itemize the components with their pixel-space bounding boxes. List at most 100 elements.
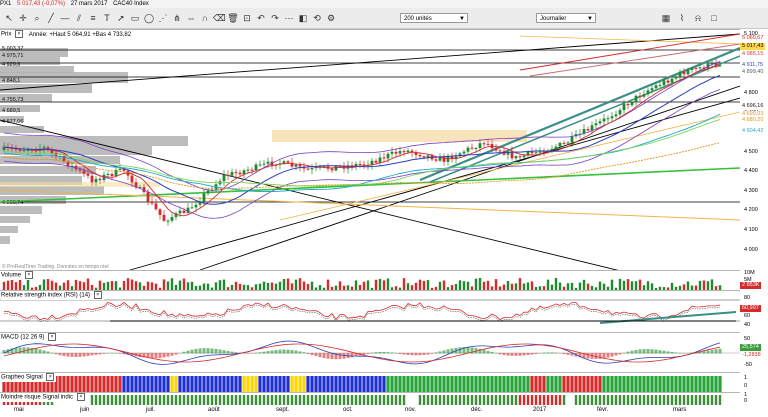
close-icon[interactable]: × bbox=[46, 373, 55, 381]
volume-bar bbox=[618, 278, 622, 291]
macd-chart bbox=[0, 340, 740, 365]
trendline-icon[interactable]: ╱ bbox=[48, 13, 54, 23]
redo-icon[interactable]: ↷ bbox=[271, 13, 279, 23]
volume-profile-bar bbox=[0, 66, 74, 73]
settings-icon[interactable]: ⚙ bbox=[326, 13, 336, 23]
undo-icon[interactable]: ↶ bbox=[257, 13, 265, 23]
trash-icon[interactable]: 🗑 bbox=[227, 13, 239, 23]
horizontal-line-icon[interactable]: — bbox=[60, 13, 70, 23]
macd-histogram-bar bbox=[46, 351, 50, 354]
macd-histogram-bar bbox=[150, 353, 154, 359]
grapheo-signal-bar bbox=[210, 376, 214, 392]
period-select[interactable]: 200 unités ▼ bbox=[400, 13, 468, 23]
volume-panel[interactable]: Volume × bbox=[0, 270, 740, 291]
volume-bar bbox=[290, 283, 294, 291]
ellipse-icon[interactable]: ◯ bbox=[143, 13, 155, 23]
volume-bar bbox=[698, 280, 702, 291]
candle-body bbox=[434, 159, 438, 161]
cursor-icon[interactable]: ↖ bbox=[5, 13, 13, 23]
candle-body bbox=[542, 151, 546, 153]
risk-signal-bar bbox=[130, 395, 134, 405]
rsi-tick: 80 bbox=[744, 295, 751, 301]
color-icon[interactable]: ◧ bbox=[298, 13, 308, 23]
candle-body bbox=[670, 78, 674, 83]
close-icon[interactable]: × bbox=[76, 393, 85, 401]
fibonacci-icon[interactable]: ≡ bbox=[90, 13, 96, 23]
volume-bar bbox=[642, 285, 646, 291]
grapheo-scale[interactable]: 1 0 bbox=[740, 372, 768, 392]
candle-body bbox=[70, 165, 74, 167]
macd-histogram-bar bbox=[130, 353, 134, 356]
grapheo-panel[interactable]: Grapheo Signal × bbox=[0, 372, 740, 393]
arrow-icon[interactable]: ➚ bbox=[117, 13, 125, 23]
volume-bar bbox=[78, 281, 82, 291]
macd-histogram-bar bbox=[538, 352, 542, 354]
magnet-icon[interactable]: ∩ bbox=[201, 13, 209, 23]
risk-chart bbox=[2, 395, 722, 405]
volume-bar bbox=[90, 284, 94, 291]
watermark: © ProRealTime Trading. Données en temps … bbox=[2, 264, 109, 270]
candle-body bbox=[18, 149, 22, 152]
candle-body bbox=[122, 168, 126, 171]
volume-bar bbox=[238, 283, 242, 291]
interval-select-value: Journalier bbox=[540, 16, 567, 22]
macd-histogram-bar bbox=[522, 353, 526, 356]
rectangle-icon[interactable]: ▭ bbox=[130, 13, 140, 23]
crosshair-icon[interactable]: ✛ bbox=[19, 13, 27, 23]
rsi-scale[interactable]: 80 60,997 60 40 bbox=[740, 290, 768, 332]
cycle-icon[interactable]: ⟲ bbox=[313, 13, 321, 23]
candle-body bbox=[442, 156, 446, 162]
interval-select[interactable]: Journalier ▼ bbox=[536, 13, 596, 23]
risk-panel[interactable]: Moindre risque Signal indic × bbox=[0, 392, 740, 406]
macd-histogram-bar bbox=[106, 352, 110, 354]
risk-signal-bar bbox=[254, 395, 258, 405]
grapheo-signal-bar bbox=[650, 376, 654, 392]
grapheo-signal-bar bbox=[202, 376, 206, 392]
volume-bar bbox=[338, 281, 342, 291]
text-icon[interactable]: T bbox=[104, 13, 110, 23]
eraser-icon[interactable]: ⌫ bbox=[213, 13, 226, 23]
rsi-panel[interactable]: Relative strength index (RSI) (14) × bbox=[0, 290, 740, 333]
volume-profile-bar bbox=[0, 166, 96, 174]
mini-chart-icon[interactable]: ⌇ bbox=[679, 13, 685, 23]
measure-icon[interactable]: ⇔ bbox=[186, 13, 196, 23]
macd-scale[interactable]: 50 25,574 -1,2838 -50 bbox=[740, 332, 768, 372]
channel-icon[interactable]: ⫽ bbox=[76, 13, 81, 23]
volume-bar bbox=[634, 281, 638, 291]
risk-panel-header: Moindre risque Signal indic × bbox=[1, 393, 87, 402]
macd-histogram-bar bbox=[326, 353, 330, 359]
fan-icon[interactable]: ⋰ bbox=[158, 13, 168, 23]
zoom-icon[interactable]: ⌕ bbox=[34, 13, 40, 23]
macd-panel[interactable]: MACD (12 26 9) × bbox=[0, 332, 740, 373]
close-icon[interactable]: × bbox=[15, 30, 24, 38]
volume-bar bbox=[106, 281, 110, 291]
pitchfork-icon[interactable]: ⋔ bbox=[173, 13, 181, 23]
candle-body bbox=[190, 207, 194, 209]
close-icon[interactable]: × bbox=[93, 291, 102, 299]
close-icon[interactable]: × bbox=[24, 271, 33, 279]
line-style-icon[interactable]: ⋯ bbox=[284, 13, 294, 23]
macd-histogram-bar bbox=[218, 349, 222, 354]
candle-body bbox=[262, 163, 266, 165]
candle-body bbox=[30, 149, 34, 151]
risk-title: Moindre risque Signal indic bbox=[1, 394, 74, 401]
layout-icon[interactable]: ▦ bbox=[661, 13, 671, 23]
grapheo-signal-bar bbox=[610, 376, 614, 392]
maximize-icon[interactable]: □ bbox=[711, 13, 717, 23]
volume-bar bbox=[570, 282, 574, 291]
volume-bar bbox=[394, 286, 398, 291]
risk-signal-bar bbox=[526, 395, 530, 405]
alert-icon[interactable]: ⍾ bbox=[695, 13, 701, 23]
risk-scale[interactable]: 1 0 bbox=[740, 392, 768, 405]
close-icon[interactable]: × bbox=[48, 333, 57, 341]
lock-icon[interactable]: ⊡ bbox=[243, 13, 251, 23]
macd-histogram-bar bbox=[90, 353, 94, 356]
macd-histogram-bar bbox=[478, 348, 482, 354]
price-panel[interactable]: Prix × Année: +Haut 5 064,91 +Bas 4 733,… bbox=[0, 29, 740, 271]
candle-body bbox=[558, 142, 562, 147]
candle-body bbox=[78, 169, 82, 171]
candle-body bbox=[630, 102, 634, 106]
volume-scale[interactable]: 10M 5M 2 853K bbox=[740, 270, 768, 290]
price-tick: 4 400 bbox=[744, 168, 758, 175]
